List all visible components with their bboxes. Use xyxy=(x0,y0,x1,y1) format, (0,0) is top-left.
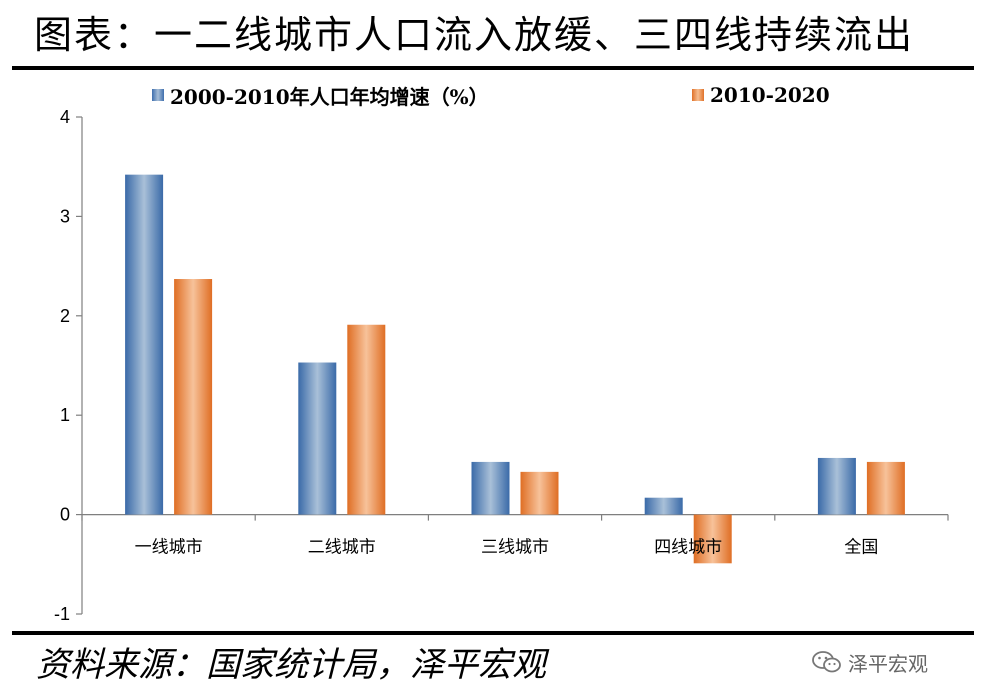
bar-series1-3 xyxy=(644,497,683,515)
wechat-icon xyxy=(812,651,841,673)
chart-title: 图表：一二线城市人口流入放缓、三四线持续流出 xyxy=(34,13,915,57)
x-category-label: 二线城市 xyxy=(308,538,376,558)
bar-series2-2 xyxy=(520,471,559,515)
legend-swatch-series2 xyxy=(692,89,704,101)
bar-series2-0 xyxy=(174,279,213,515)
y-tick-label: 2 xyxy=(60,306,70,326)
bar-series1-0 xyxy=(125,174,164,515)
watermark-text: 泽平宏观 xyxy=(848,651,928,676)
x-category-label: 四线城市 xyxy=(654,538,722,558)
watermark: 泽平宏观 xyxy=(812,642,928,682)
x-category-label: 一线城市 xyxy=(135,538,203,558)
top-rule xyxy=(12,66,974,70)
bar-series2-4 xyxy=(866,461,905,515)
bar-series1-1 xyxy=(298,362,337,515)
bottom-rule xyxy=(12,631,974,635)
x-category-label: 三线城市 xyxy=(481,538,549,558)
legend-item-series1: 2000-2010年人口年均增速（%） xyxy=(152,82,489,109)
bar-series2-3 xyxy=(693,514,732,564)
x-category-label: 全国 xyxy=(844,538,878,558)
bar-series1-2 xyxy=(471,461,510,515)
legend-item-series2: 2010-2020 xyxy=(692,82,830,108)
bar-chart: -1 0 1 2 3 4 一线城市 二线城市 三线城市 四线城市 全国 xyxy=(54,107,949,624)
legend-label-series1: 2000-2010年人口年均增速（%） xyxy=(170,84,489,109)
source-note: 资料来源：国家统计局，泽平宏观 xyxy=(36,645,546,685)
legend-swatch-series1 xyxy=(152,89,164,101)
y-tick-label: 3 xyxy=(60,206,70,226)
bar-series2-1 xyxy=(347,324,386,515)
y-tick-label: 4 xyxy=(60,107,70,127)
y-tick-label: 0 xyxy=(60,505,70,525)
y-tick-label: -1 xyxy=(54,604,70,624)
y-tick-label: 1 xyxy=(60,405,70,425)
bar-series1-4 xyxy=(817,457,856,515)
legend-label-series2: 2010-2020 xyxy=(710,83,830,107)
